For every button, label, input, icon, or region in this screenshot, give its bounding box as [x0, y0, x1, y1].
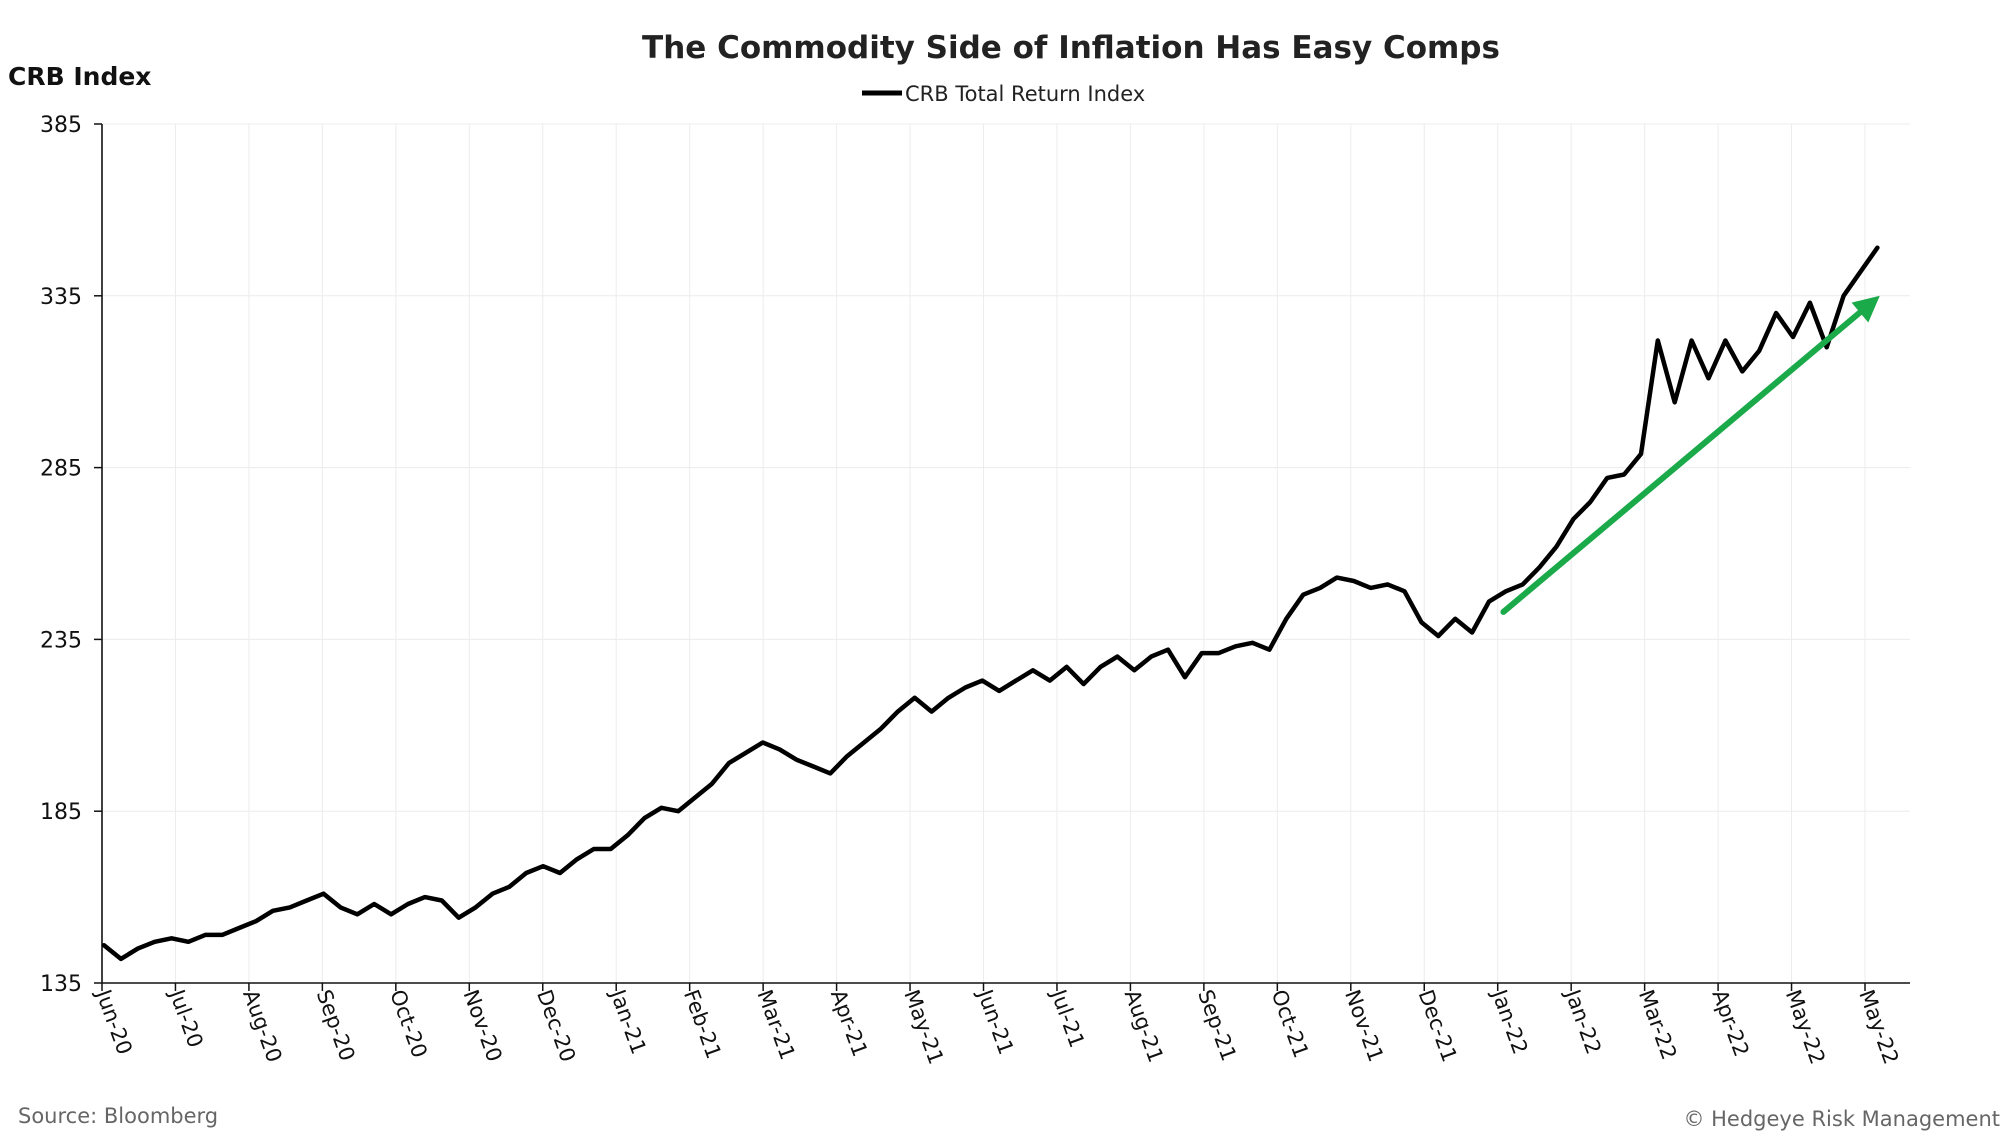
x-tick-label: May-22: [1854, 987, 1903, 1068]
y-axis-label: CRB Index: [8, 62, 151, 91]
y-gridlines: [102, 123, 1910, 984]
trend-arrow-shaft: [1500, 309, 1863, 615]
y-tick-label: 235: [40, 628, 82, 653]
x-tick-label: Sep-21: [1193, 987, 1241, 1065]
x-tick-label: Aug-20: [238, 987, 286, 1066]
x-tick-label: Jun-20: [91, 985, 137, 1058]
legend-label: CRB Total Return Index: [905, 82, 1145, 106]
y-tick-label: 385: [40, 113, 82, 138]
x-tick-label: Dec-21: [1414, 987, 1462, 1066]
x-gridlines: [101, 124, 1866, 983]
x-tick-label: Jun-21: [972, 985, 1018, 1058]
x-tick-label: May-21: [899, 987, 948, 1068]
series-points: [103, 247, 1878, 960]
x-tick-label: Jan-22: [1486, 985, 1532, 1058]
x-tick-label: Nov-21: [1340, 987, 1388, 1065]
x-tick-label: Oct-20: [385, 987, 432, 1062]
source-note: Source: Bloomberg: [18, 1104, 218, 1128]
trend-arrow-head: [1851, 295, 1880, 323]
y-axis-ticks: 135 185 235 285 335 385: [40, 113, 102, 997]
copyright-note: © Hedgeye Risk Management: [1683, 1107, 2000, 1131]
x-tick-label: Oct-21: [1267, 987, 1314, 1062]
x-tick-label: Nov-20: [459, 987, 507, 1065]
x-tick-label: Apr-22: [1707, 987, 1753, 1060]
x-tick-label: Sep-20: [312, 987, 360, 1065]
x-tick-label: Jul-20: [164, 985, 208, 1051]
x-tick-label: Mar-21: [752, 987, 799, 1063]
y-tick-label: 335: [40, 285, 82, 310]
x-tick-label: Jan-21: [605, 985, 651, 1058]
y-tick-label: 285: [40, 457, 82, 482]
chart-title: The Commodity Side of Inflation Has Easy…: [642, 30, 1500, 66]
x-tick-label: Feb-21: [679, 987, 726, 1062]
series-line-crb-total-return-index: [101, 245, 1880, 962]
x-tick-label: Jan-22: [1560, 985, 1606, 1058]
trend-arrow: [1500, 295, 1880, 615]
x-tick-label: Apr-21: [826, 987, 872, 1060]
x-tick-label: Jul-21: [1046, 985, 1090, 1051]
legend: CRB Total Return Index: [862, 82, 1145, 106]
x-tick-label: Aug-21: [1120, 987, 1168, 1066]
x-tick-label: Mar-22: [1634, 987, 1681, 1063]
y-tick-label: 185: [40, 800, 82, 825]
x-axis-ticks: Jun-20 Jul-20 Aug-20 Sep-20 Oct-20 Nov-20 Dec-…: [91, 983, 1903, 1068]
y-tick-label: 135: [40, 972, 82, 997]
x-tick-label: Dec-20: [532, 987, 580, 1066]
x-tick-label: May-22: [1781, 987, 1830, 1068]
